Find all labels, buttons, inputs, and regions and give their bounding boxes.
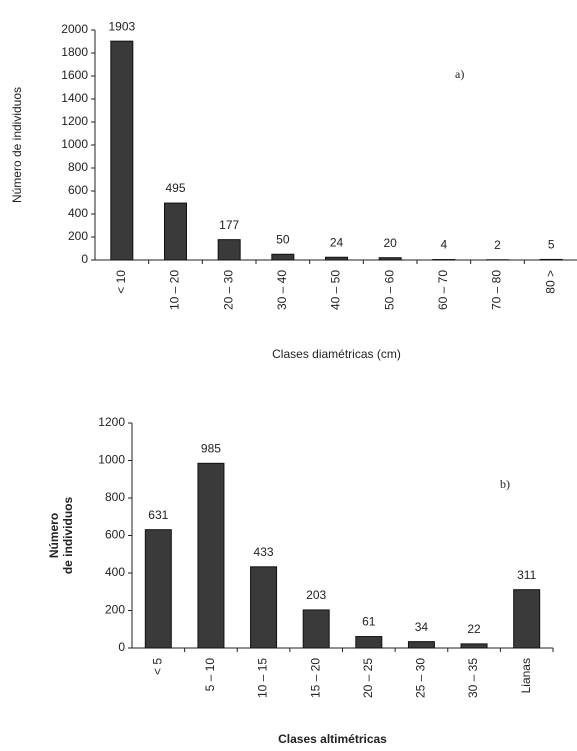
bar xyxy=(355,636,383,649)
bar xyxy=(250,566,278,649)
y-tick-label: 0 xyxy=(118,640,125,654)
x-tick-label: 30 – 35 xyxy=(466,658,480,698)
value-label: 24 xyxy=(330,235,344,249)
bar xyxy=(325,256,348,261)
bar xyxy=(110,40,134,261)
bar xyxy=(271,253,295,261)
bar xyxy=(217,239,241,261)
y-axis-title: Número xyxy=(47,513,61,558)
x-tick-label: 50 – 60 xyxy=(382,270,396,310)
y-axis-title: Número de individuos xyxy=(10,87,24,203)
value-label: 311 xyxy=(517,568,536,582)
x-tick-label: Lianas xyxy=(519,658,533,693)
x-tick-label: 15 – 20 xyxy=(308,658,322,698)
x-tick-label: 5 – 10 xyxy=(203,658,217,692)
value-label: 22 xyxy=(467,622,481,636)
y-axis-title: de individuos xyxy=(61,497,75,575)
value-label: 4 xyxy=(440,238,447,252)
bar xyxy=(407,641,435,649)
value-label: 20 xyxy=(383,236,397,250)
x-tick-label: 30 – 40 xyxy=(275,270,289,310)
x-tick-label: 20 – 25 xyxy=(361,658,375,698)
value-label: 495 xyxy=(165,181,185,195)
y-tick-label: 1000 xyxy=(61,137,88,151)
bar xyxy=(513,589,541,649)
bar xyxy=(144,529,172,649)
value-label: 433 xyxy=(254,545,274,559)
y-tick-label: 600 xyxy=(68,183,88,197)
value-label: 631 xyxy=(148,508,168,522)
x-tick-label: 10 – 20 xyxy=(168,270,182,310)
y-tick-label: 800 xyxy=(68,160,88,174)
y-tick-label: 1200 xyxy=(61,114,88,128)
x-tick-label: 25 – 30 xyxy=(414,658,428,698)
y-tick-label: 1600 xyxy=(61,68,88,82)
value-label: 1903 xyxy=(108,19,135,33)
value-label: 5 xyxy=(548,238,555,252)
panel-label: b) xyxy=(500,477,510,491)
y-tick-label: 1400 xyxy=(61,91,88,105)
bar xyxy=(197,462,225,649)
bar xyxy=(539,258,563,261)
y-tick-label: 200 xyxy=(68,229,88,243)
x-tick-label: 70 – 80 xyxy=(490,270,504,310)
bar xyxy=(460,643,488,649)
x-tick-label: 60 – 70 xyxy=(436,270,450,310)
x-tick-label: 80 > xyxy=(543,270,557,294)
x-tick-label: 20 – 30 xyxy=(221,270,235,310)
y-tick-label: 1200 xyxy=(98,415,125,429)
value-label: 985 xyxy=(201,441,221,455)
y-tick-label: 1000 xyxy=(98,453,125,467)
x-tick-label: < 5 xyxy=(150,658,164,675)
x-tick-label: < 10 xyxy=(114,270,128,294)
y-tick-label: 800 xyxy=(105,490,125,504)
x-axis-title: Clases altimétricas xyxy=(278,732,387,746)
x-tick-label: 10 – 15 xyxy=(256,658,270,698)
y-tick-label: 0 xyxy=(81,252,88,266)
value-label: 2 xyxy=(494,238,501,252)
bar xyxy=(378,257,402,261)
value-label: 50 xyxy=(276,232,290,246)
bar xyxy=(164,202,187,261)
y-tick-label: 2000 xyxy=(61,22,88,36)
bar xyxy=(302,609,330,649)
x-tick-label: 40 – 50 xyxy=(329,270,343,310)
value-label: 34 xyxy=(415,620,429,634)
y-tick-label: 1800 xyxy=(61,45,88,59)
y-tick-label: 600 xyxy=(105,528,125,542)
y-tick-label: 200 xyxy=(105,603,125,617)
value-label: 177 xyxy=(219,218,239,232)
y-tick-label: 400 xyxy=(68,206,88,220)
x-axis-title: Clases diamétricas (cm) xyxy=(272,347,401,361)
value-label: 203 xyxy=(306,588,326,602)
value-label: 61 xyxy=(362,615,376,629)
y-tick-label: 400 xyxy=(105,565,125,579)
panel-label: a) xyxy=(455,67,464,81)
